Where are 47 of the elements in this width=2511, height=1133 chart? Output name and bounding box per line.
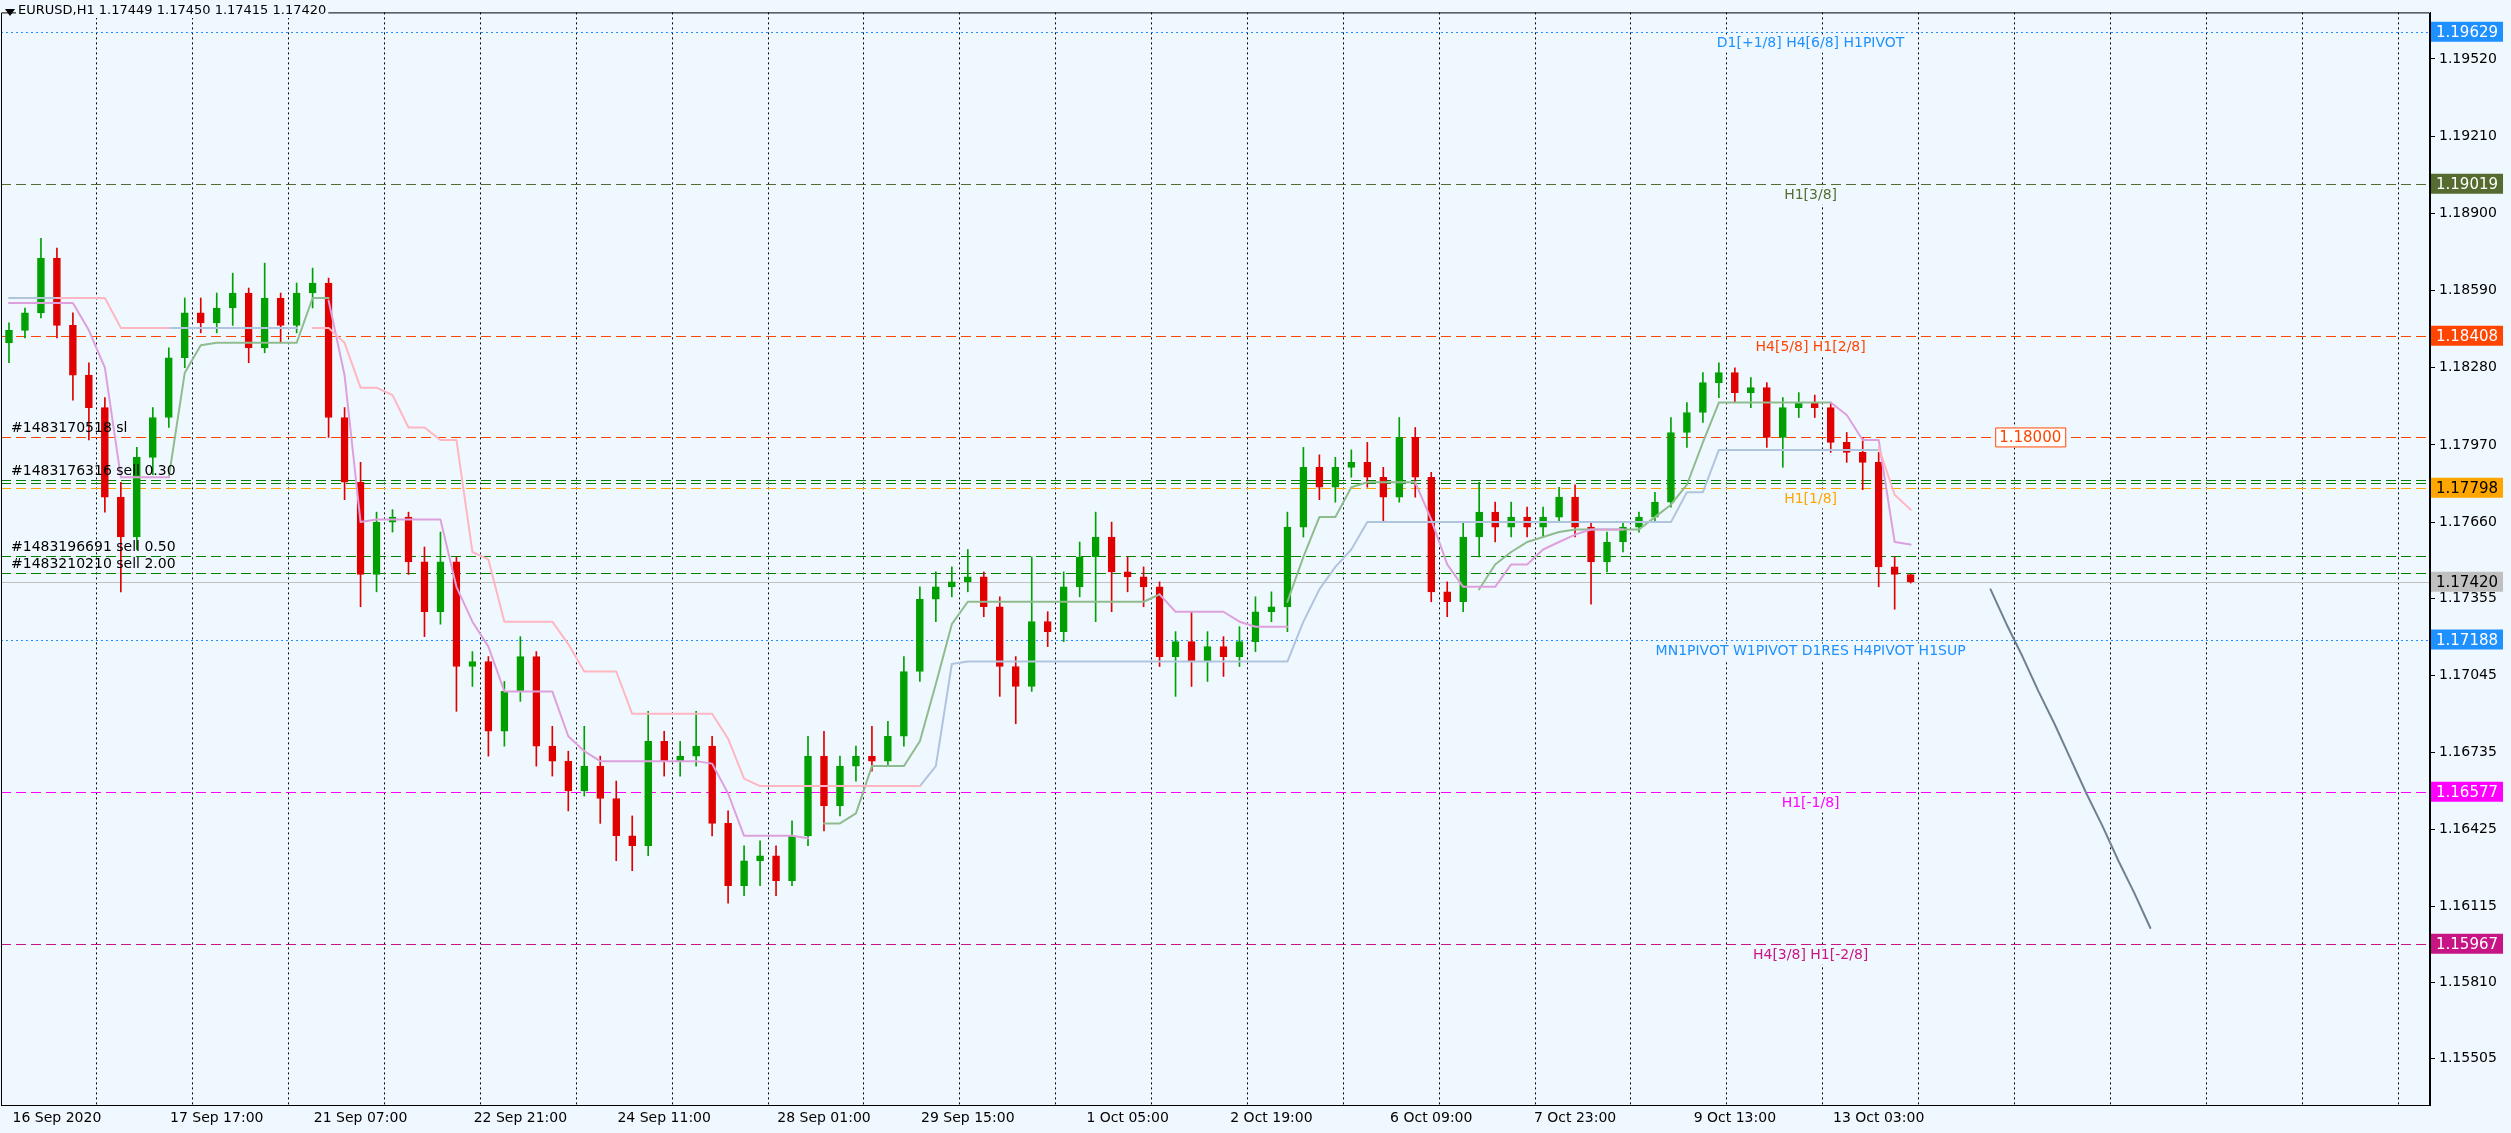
x-tick-label: 16 Sep 2020	[12, 1109, 102, 1126]
y-tick-label: 1.19520	[2439, 49, 2497, 66]
x-tick-label: 7 Oct 23:00	[1533, 1109, 1617, 1126]
x-tick-label: 28 Sep 01:00	[777, 1109, 871, 1126]
x-tick-label: 1 Oct 05:00	[1086, 1109, 1169, 1126]
chart-title: EURUSD,H1 1.17449 1.17450 1.17415 1.17420	[18, 1, 327, 17]
candlestick	[628, 815, 637, 872]
y2-tick-label: 1.19019	[2436, 174, 2499, 193]
y-tick-label: 1.15505	[2439, 1049, 2497, 1066]
x-tick-label: 29 Sep 15:00	[921, 1109, 1015, 1126]
y-tick-label: 1.17660	[2439, 512, 2497, 529]
y-tick-label: 1.18900	[2439, 203, 2497, 220]
x-tick-label: 6 Oct 09:00	[1390, 1109, 1473, 1126]
y2-tick-label: 1.19629	[2436, 22, 2499, 41]
annotation: 1.18000	[1999, 428, 2062, 447]
y-tick-label: 1.16115	[2439, 897, 2497, 914]
y-tick-label: 1.17045	[2439, 665, 2497, 682]
ref-line-label: H1[-1/8]	[1781, 794, 1840, 811]
y-tick-label: 1.17970	[2439, 435, 2497, 452]
ref-line-label: H4[5/8] H1[2/8]	[1755, 338, 1866, 355]
y-tick-label: 1.17355	[2439, 588, 2497, 605]
y-tick-label: 1.18280	[2439, 358, 2497, 375]
y2-tick-label: 1.15967	[2436, 934, 2499, 953]
y-tick-label: 1.16735	[2439, 743, 2497, 760]
ref-line-label: H4[3/8] H1[-2/8]	[1752, 946, 1869, 963]
x-tick-label: 24 Sep 11:00	[617, 1109, 711, 1126]
y2-tick-label: 1.18408	[2436, 326, 2499, 345]
x-tick-label: 2 Oct 19:00	[1230, 1109, 1313, 1126]
x-tick-label: 22 Sep 21:00	[473, 1109, 568, 1126]
y-tick-label: 1.18590	[2439, 281, 2497, 298]
y2-tick-label: 1.17420	[2436, 572, 2499, 591]
y2-tick-label: 1.17798	[2436, 478, 2499, 497]
x-tick-label: 9 Oct 13:00	[1693, 1109, 1777, 1126]
x-tick-label: 21 Sep 07:00	[313, 1109, 408, 1126]
candlestick	[756, 840, 764, 886]
x-tick-label: 13 Oct 03:00	[1833, 1109, 1925, 1126]
ref-line-label: D1[+1/8] H4[6/8] H1PIVOT	[1716, 34, 1905, 51]
y2-tick-label: 1.17188	[2436, 630, 2499, 649]
ref-line-label: H1[1/8]	[1784, 490, 1838, 507]
candlestick	[1747, 377, 1755, 408]
ref-line-label: MN1PIVOT W1PIVOT D1RES H4PIVOT H1SUP	[1655, 642, 1966, 659]
ref-line-label: H1[3/8]	[1784, 186, 1838, 203]
y-tick-label: 1.19210	[2439, 126, 2497, 143]
x-tick-label: 17 Sep 17:00	[170, 1109, 264, 1126]
y-tick-label: 1.16425	[2439, 820, 2497, 837]
y2-tick-label: 1.16577	[2436, 782, 2499, 801]
y-tick-label: 1.15810	[2439, 973, 2497, 990]
